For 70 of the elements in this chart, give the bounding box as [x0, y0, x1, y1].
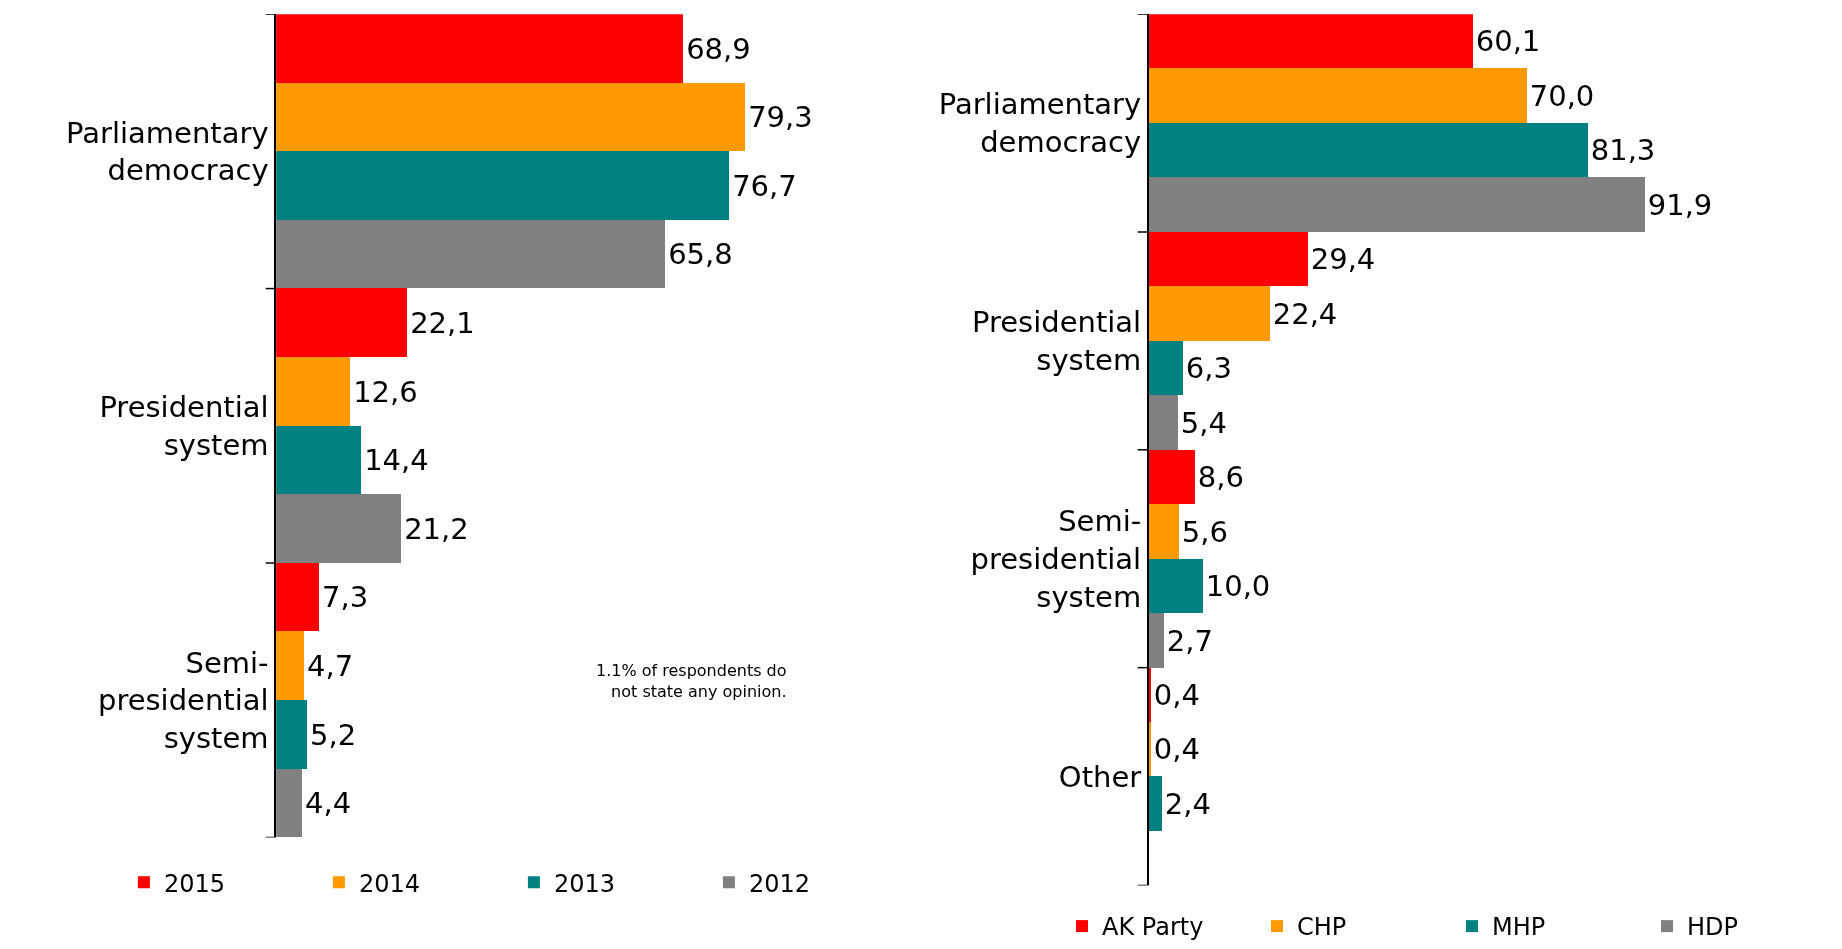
legend-label: 2014 — [358, 869, 420, 898]
y-tick-label: Presidential system — [972, 305, 1142, 377]
legend-label: AK Party — [1102, 913, 1204, 942]
data-label: 8,6 — [1197, 460, 1244, 495]
bar — [276, 494, 402, 564]
data-label: 4,4 — [305, 786, 352, 821]
data-label: 10,0 — [1205, 569, 1271, 604]
bar — [276, 14, 684, 84]
data-label: 21,2 — [404, 511, 469, 546]
data-label: 91,9 — [1647, 187, 1713, 222]
data-label: 79,3 — [748, 100, 813, 135]
bar — [1148, 286, 1270, 342]
data-label: 70,0 — [1529, 78, 1595, 113]
data-label: 12,6 — [353, 374, 418, 409]
bar — [1148, 613, 1164, 669]
data-label: 5,2 — [310, 717, 357, 752]
data-label: 76,7 — [732, 168, 797, 203]
legend-label: MHP — [1492, 913, 1546, 942]
data-label: 81,3 — [1590, 133, 1656, 168]
data-label: 29,4 — [1310, 242, 1376, 277]
legend-label: CHP — [1297, 913, 1347, 942]
data-label: 65,8 — [668, 237, 733, 272]
y-tick-label: Semi-presidential system — [97, 645, 269, 756]
y-tick-label: Parliamentary democracy — [66, 115, 269, 188]
y-tick-label: Other — [1058, 759, 1142, 794]
bar — [1148, 177, 1645, 233]
data-label: 4,7 — [307, 648, 354, 683]
bar — [276, 151, 730, 221]
data-label: 68,9 — [686, 31, 751, 66]
data-label: 0,4 — [1153, 678, 1200, 713]
bar — [276, 288, 408, 358]
bar — [1148, 341, 1183, 396]
bar — [276, 220, 666, 289]
data-label: 60,1 — [1475, 24, 1541, 59]
data-label: 2,4 — [1164, 786, 1211, 821]
bar — [1148, 232, 1308, 287]
y-tick-label: Presidential system — [99, 390, 269, 462]
legend-label: 2012 — [748, 869, 810, 898]
bar — [276, 426, 362, 495]
data-label: 2,7 — [1166, 623, 1213, 658]
bar — [1148, 668, 1151, 723]
bar — [1148, 722, 1151, 777]
data-label: 5,6 — [1181, 514, 1228, 549]
y-tick-label: Semi-presidential system — [970, 504, 1142, 614]
bar — [276, 631, 305, 701]
bar — [1148, 559, 1203, 614]
bar — [276, 769, 303, 838]
data-label: 7,3 — [322, 580, 369, 615]
annotation: 1.1% of respondents do not state any opinion. — [596, 661, 787, 701]
bar — [1148, 776, 1162, 832]
data-label: 22,4 — [1272, 296, 1338, 331]
bar — [1148, 14, 1473, 69]
bar — [1148, 123, 1588, 178]
bar — [276, 563, 320, 632]
data-label: 22,1 — [410, 305, 475, 340]
y-tick-label: Parliamentary democracy — [938, 87, 1142, 160]
data-label: 0,4 — [1153, 732, 1200, 767]
legend-label: 2013 — [553, 869, 615, 898]
bar — [1148, 68, 1527, 124]
legend-label: 2015 — [163, 869, 225, 898]
data-label: 5,4 — [1180, 405, 1227, 440]
bar — [276, 700, 308, 770]
bar — [276, 357, 351, 427]
legend-label: HDP — [1687, 913, 1738, 942]
bar — [1148, 395, 1178, 451]
data-label: 6,3 — [1185, 351, 1232, 386]
bar — [1148, 450, 1195, 505]
bar — [276, 83, 746, 152]
bar — [1148, 504, 1179, 560]
data-label: 14,4 — [364, 443, 429, 478]
